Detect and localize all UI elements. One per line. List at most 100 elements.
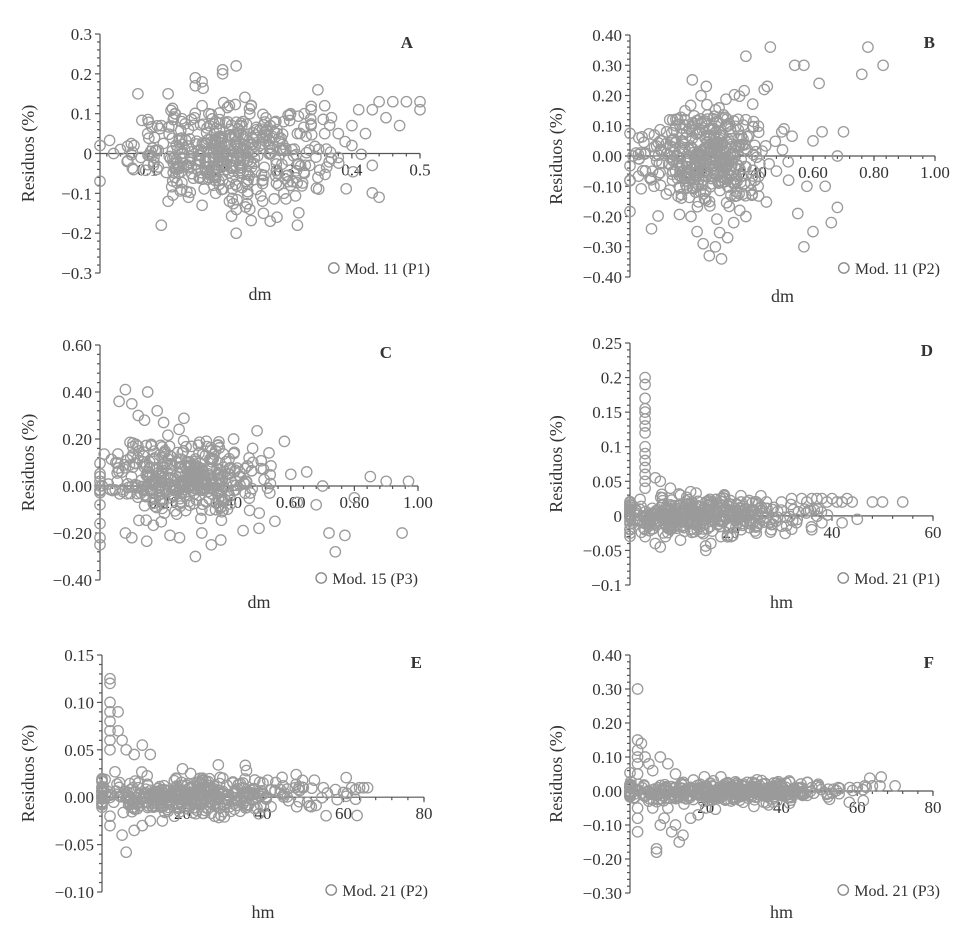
data-point [166, 102, 179, 115]
data-point [142, 472, 155, 484]
data-point [808, 504, 821, 516]
data-point [216, 67, 229, 80]
data-point [162, 121, 175, 133]
data-point [292, 206, 305, 219]
data-point [144, 748, 157, 761]
data-point [759, 512, 772, 525]
data-point [212, 786, 224, 799]
data-point [181, 455, 193, 468]
data-point [219, 145, 232, 158]
y-tick-label: −0.10 [583, 816, 622, 835]
data-point [182, 191, 195, 204]
y-tick-label: −0.30 [583, 884, 622, 903]
data-point [727, 216, 740, 229]
data-point [217, 805, 230, 818]
data-point [366, 159, 379, 172]
data-point [239, 773, 251, 785]
data-point [346, 119, 358, 132]
data-point [624, 512, 636, 524]
data-point [673, 488, 685, 500]
data-point [114, 143, 127, 156]
data-point [209, 133, 222, 146]
data-point [400, 95, 413, 108]
data-point [157, 416, 170, 429]
y-tick-label: 0.10 [592, 748, 622, 767]
data-point [718, 161, 731, 174]
data-point [624, 159, 636, 172]
panel-a: −0.3−0.2−0.100.10.20.30.1 0.2 0.3 0.4 0.5AMo… [18, 25, 431, 304]
data-point [105, 453, 118, 466]
data-point [697, 162, 709, 175]
data-point [755, 785, 768, 797]
data-point [300, 130, 312, 143]
data-point [248, 788, 261, 801]
data-point [662, 757, 674, 770]
data-point [215, 490, 228, 502]
data-point [717, 491, 729, 504]
data-point [224, 123, 236, 136]
data-point [125, 397, 138, 410]
data-point [642, 520, 655, 533]
data-point [660, 125, 673, 138]
data-point [636, 787, 649, 799]
data-point [691, 149, 703, 161]
data-point [246, 442, 259, 455]
data-point [674, 152, 687, 165]
data-point [705, 144, 717, 157]
data-point [860, 781, 873, 794]
data-point [703, 249, 716, 262]
data-point [695, 117, 708, 130]
data-point [239, 201, 252, 213]
data-point [303, 159, 316, 172]
data-point [213, 117, 226, 130]
data-point [782, 155, 795, 168]
data-point [190, 138, 203, 150]
data-point [699, 540, 712, 552]
data-point [773, 784, 786, 796]
data-point [752, 120, 765, 133]
y-axis-title: Residuos (%) [18, 105, 39, 203]
data-point [236, 787, 249, 800]
y-tick-label: −0.20 [583, 850, 622, 869]
data-point [807, 135, 819, 147]
data-point [624, 174, 636, 186]
data-point [120, 743, 133, 756]
data-point [144, 815, 157, 827]
data-point [642, 785, 655, 797]
data-point [631, 825, 644, 838]
data-point [800, 507, 813, 519]
data-point [673, 513, 685, 526]
data-point [652, 137, 665, 149]
data-point [244, 487, 257, 499]
data-point [172, 167, 185, 179]
data-point [258, 473, 270, 486]
data-point [291, 496, 304, 509]
data-point [325, 111, 338, 124]
data-point [785, 523, 798, 536]
data-point [639, 482, 651, 495]
data-point [843, 796, 856, 809]
data-point [278, 143, 290, 156]
data-point [94, 467, 106, 480]
data-point [213, 113, 226, 126]
data-point [156, 464, 168, 477]
y-axis-title: Residuos (%) [18, 725, 39, 823]
data-point [740, 113, 752, 126]
data-point [200, 127, 213, 139]
data-point [201, 122, 213, 134]
y-tick-label: 0.15 [64, 646, 94, 665]
data-point [725, 498, 737, 511]
data-point [670, 787, 683, 799]
data-point [112, 724, 124, 737]
data-point [256, 195, 269, 207]
data-point [648, 180, 660, 193]
data-point [639, 378, 651, 391]
data-point [297, 121, 310, 134]
data-point [624, 778, 636, 791]
data-point [685, 210, 697, 223]
data-point [831, 201, 844, 214]
data-point [263, 447, 275, 459]
data-point [819, 180, 832, 193]
data-point [660, 188, 673, 200]
data-point [194, 457, 206, 470]
